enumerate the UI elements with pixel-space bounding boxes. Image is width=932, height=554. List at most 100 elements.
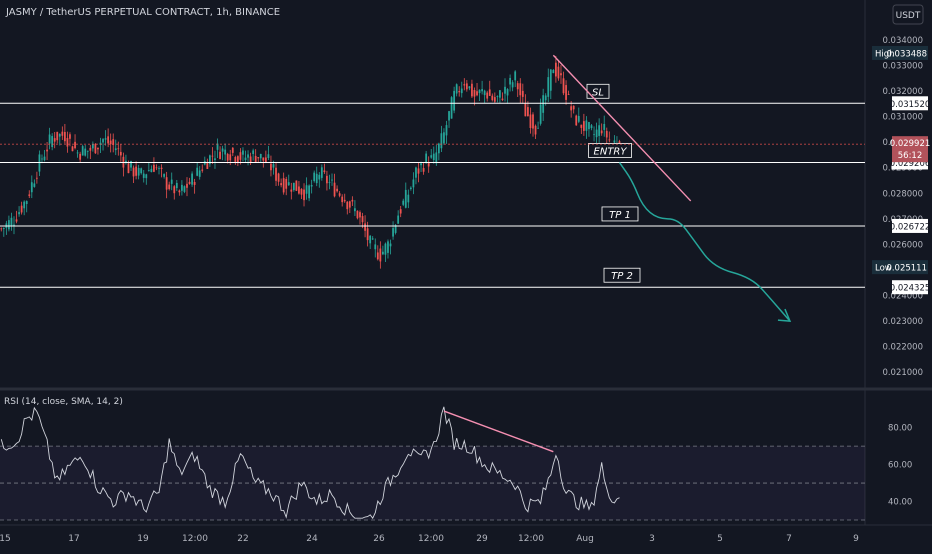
candle-body <box>175 182 178 189</box>
candle-body <box>216 143 219 150</box>
rsi-band <box>0 446 865 520</box>
candle-body <box>0 228 3 230</box>
candle-body <box>478 89 481 94</box>
candle-body <box>532 114 534 129</box>
candle-body <box>554 62 557 77</box>
candle-body <box>524 103 527 117</box>
time-tick-label: 17 <box>68 534 79 544</box>
high-badge <box>872 45 928 60</box>
level-price-tag <box>892 280 928 295</box>
price-tick-label: 0.028000 <box>882 189 923 199</box>
candle-body <box>28 194 31 196</box>
candle-body <box>356 210 359 219</box>
candle-body <box>303 189 305 201</box>
candle-body <box>582 121 585 131</box>
candle-body <box>193 182 196 185</box>
candle-body <box>224 149 227 155</box>
candle-body <box>267 154 270 159</box>
candle-body <box>130 161 132 168</box>
candle-body <box>562 78 565 94</box>
price-tick-label: 0.022000 <box>882 343 923 353</box>
candle-body <box>132 167 135 177</box>
candle-body <box>94 143 97 154</box>
candle-body <box>8 220 10 230</box>
level-price-value: 0.031520 <box>890 100 931 110</box>
high-value: 0.033488 <box>886 49 927 59</box>
candle-body <box>504 86 506 94</box>
candle-body <box>153 164 155 172</box>
candle-body <box>486 92 489 99</box>
candle-body <box>181 184 183 191</box>
rsi-title: RSI (14, close, SMA, 14, 2) <box>4 397 123 407</box>
candle-body <box>300 188 303 195</box>
candle-body <box>48 134 51 144</box>
rsi-pane: 80.00 60.00 40.00 <box>0 406 912 521</box>
time-tick-label: 26 <box>373 534 385 544</box>
candle-body <box>417 168 420 174</box>
candle-body <box>364 223 366 231</box>
candle-body <box>112 139 115 145</box>
candle-body <box>488 89 491 96</box>
candle-body <box>53 138 56 142</box>
candle-body <box>89 147 92 151</box>
candle-body <box>127 163 130 174</box>
candle-body <box>33 183 36 187</box>
currency-button[interactable]: USDT <box>892 4 924 25</box>
candle-body <box>567 93 570 95</box>
candle-body <box>509 77 511 85</box>
candle-body <box>460 88 463 94</box>
candle-body <box>346 201 349 210</box>
time-tick-label: 15 <box>0 534 11 544</box>
candle-body <box>104 138 107 140</box>
candle-body <box>501 98 504 101</box>
candle-body <box>310 185 313 187</box>
candle-body <box>465 83 468 90</box>
candle-body <box>389 243 392 247</box>
candle-body <box>440 133 443 149</box>
candle-body <box>66 138 69 147</box>
price-levels: SL 0.031520 ENTRY 0.029206 TP 1 0.026722 TP 2 0… <box>0 83 931 295</box>
candle-body <box>455 84 458 94</box>
candle-body <box>275 167 277 181</box>
candle-body <box>516 83 519 90</box>
candle-body <box>415 167 417 178</box>
chart-title: JASMY / TetherUS PERPETUAL CONTRACT, 1h,… <box>5 7 280 18</box>
candle-body <box>471 83 473 97</box>
candle-body <box>519 83 522 96</box>
candle-body <box>107 136 110 144</box>
rsi-line <box>0 406 620 520</box>
high-label: High <box>875 49 895 59</box>
candle-body <box>577 115 580 122</box>
candle-body <box>547 77 550 97</box>
candle-body <box>450 97 453 119</box>
candle-body <box>341 196 344 203</box>
candle-body <box>231 147 234 153</box>
candle-body <box>348 201 351 208</box>
candle-body <box>178 190 181 193</box>
candle-body <box>219 151 221 159</box>
candle-body <box>529 114 532 128</box>
candle-body <box>593 134 595 136</box>
candle-body <box>140 168 143 174</box>
candle-body <box>493 97 496 102</box>
candle-body <box>420 163 422 166</box>
low-label: Low <box>875 264 892 274</box>
price-tick-label: 0.023000 <box>882 317 923 327</box>
candle-body <box>191 173 193 185</box>
candle-body <box>254 155 257 163</box>
countdown-value: 56:12 <box>898 151 923 161</box>
candle-body <box>570 106 573 111</box>
candle-body <box>35 177 38 179</box>
candle-body <box>379 248 382 262</box>
candle-body <box>427 162 430 167</box>
time-axis[interactable]: 15 17 19 12:00 22 24 26 12:00 29 12:00 Aug 3 5 7 9 <box>0 534 859 544</box>
level-label-box <box>603 267 641 283</box>
level-label-box <box>601 206 639 222</box>
projection-path <box>618 162 791 322</box>
candle-body <box>371 238 374 240</box>
candle-body <box>51 136 54 148</box>
candle-body <box>270 163 272 171</box>
candle-body <box>30 182 33 193</box>
candle-body <box>537 127 539 129</box>
